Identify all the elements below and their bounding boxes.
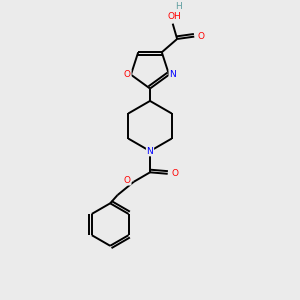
Text: OH: OH [167, 12, 181, 21]
Text: N: N [147, 147, 153, 156]
Text: O: O [197, 32, 204, 41]
Text: O: O [172, 169, 178, 178]
Text: H: H [175, 2, 182, 11]
Text: O: O [124, 70, 131, 79]
Text: N: N [169, 70, 176, 79]
Text: O: O [124, 176, 131, 185]
